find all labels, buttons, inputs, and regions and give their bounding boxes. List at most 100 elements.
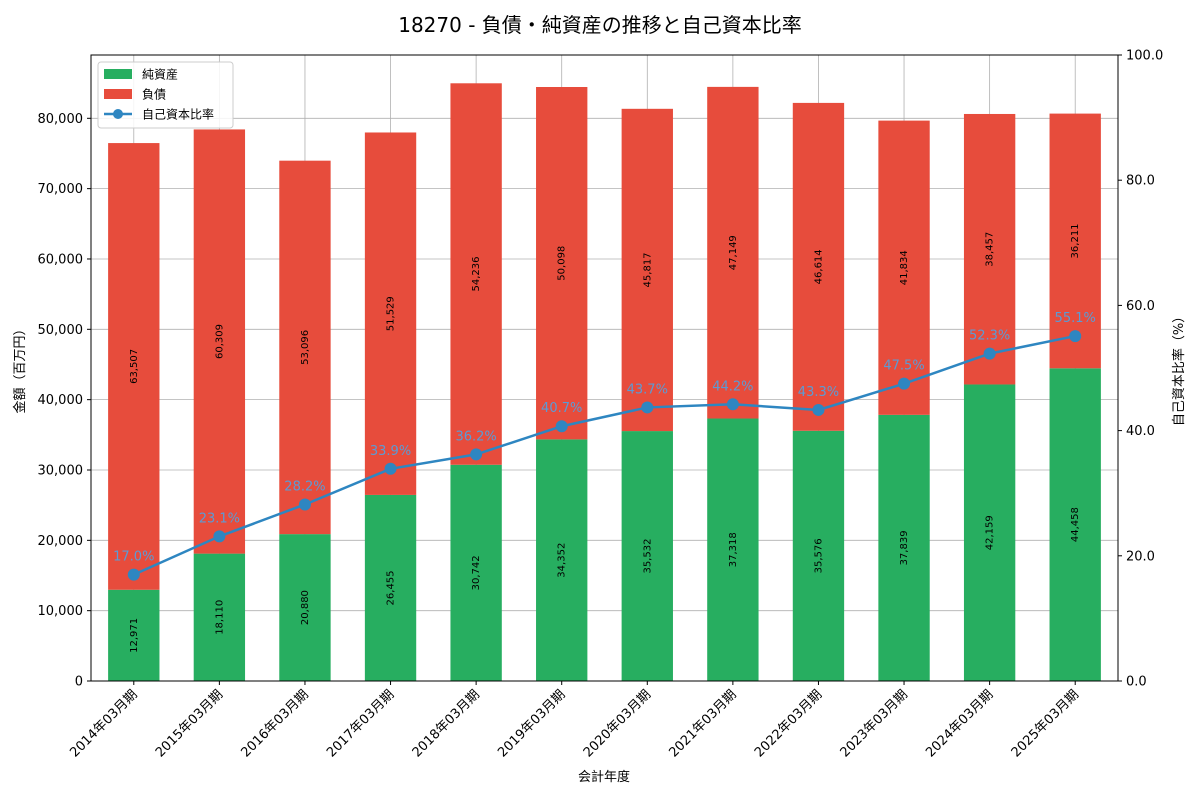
x-tick-label: 2021年03月期 [666,687,739,760]
equity-bar [1049,368,1101,681]
equity-ratio-label: 52.3% [969,329,1010,344]
y-tick-label: 10,000 [38,604,84,619]
equity-ratio-label: 17.0% [113,550,154,565]
equity-value-label: 30,742 [471,555,482,590]
x-tick-label: 2017年03月期 [324,687,397,760]
x-tick-label: 2022年03月期 [752,687,825,760]
equity-value-label: 26,455 [386,570,397,605]
liability-value-label: 41,834 [899,250,910,285]
equity-bar [878,414,930,681]
y-axis-title: 金額（百万円） [12,322,28,413]
equity-ratio-point [812,403,825,416]
equity-value-label: 37,839 [899,530,910,565]
y-tick-label: 0 [75,675,83,690]
equity-bar [450,464,502,681]
liability-bar [279,160,331,535]
liability-value-label: 54,236 [471,257,482,292]
equity-bar [108,589,160,681]
liability-bar [108,143,160,590]
equity-bar [193,553,246,681]
legend-swatch-liability [104,89,132,99]
equity-ratio-label: 40.7% [541,401,582,416]
equity-value-label: 37,318 [728,532,739,567]
y2-tick-label: 100.0 [1126,49,1163,64]
equity-bar [536,439,588,681]
bars-layer: 12,971 63,507 18,110 60,309 20,880 53,096 26,4… [108,83,1101,681]
x-tick-label: 2016年03月期 [239,687,312,760]
x-tick-label: 2024年03月期 [923,687,996,760]
equity-bar [792,430,845,681]
y2-tick-label: 0.0 [1126,675,1147,690]
legend-label-ratio: 自己資本比率 [142,107,214,122]
x-tick-label: 2019年03月期 [495,687,568,760]
equity-ratio-label: 23.1% [199,511,240,526]
equity-ratio-point [898,377,911,390]
equity-ratio-label: 33.9% [370,444,411,459]
x-tick-label: 2025年03月期 [1009,687,1082,760]
liability-bar [364,132,417,495]
liability-value-label: 46,614 [813,249,824,284]
equity-ratio-label: 43.7% [627,382,668,397]
liability-value-label: 36,211 [1070,223,1081,258]
liability-bar [450,83,502,465]
liability-bar [878,120,930,415]
x-axis-title: 会計年度 [578,769,630,785]
equity-ratio-point [641,401,654,414]
liability-bar [621,108,673,432]
equity-ratio-label: 36.2% [455,429,496,444]
equity-bar [621,431,673,681]
equity-value-label: 20,880 [300,590,311,625]
equity-ratio-point [1069,330,1082,343]
equity-value-label: 44,458 [1070,507,1081,542]
ratio-line-layer: 17.0% 23.1% 28.2% 33.9% 36.2% 40.7% 43.7% 44.2%… [113,311,1096,581]
equity-ratio-label: 44.2% [712,379,753,394]
equity-bar [963,384,1016,681]
y2-axis-title: 自己資本比率（%） [1171,310,1187,426]
y2-tick-label: 20.0 [1126,549,1155,564]
y-tick-label: 40,000 [38,393,84,408]
y-tick-label: 30,000 [38,463,84,478]
equity-ratio-point [555,420,568,433]
x-tick-label: 2023年03月期 [838,687,911,760]
liability-value-label: 53,096 [300,330,311,365]
equity-ratio-point [726,398,739,411]
equity-ratio-point [213,530,226,543]
liability-bar [707,86,759,419]
equity-ratio-line [133,334,1076,576]
equity-ratio-label: 43.3% [798,385,839,400]
equity-bar [707,418,759,681]
equity-ratio-point [470,448,483,461]
equity-value-label: 42,159 [985,515,996,550]
y2-tick-label: 80.0 [1126,174,1155,189]
chart-title: 18270 - 負債・純資産の推移と自己資本比率 [398,13,802,37]
liability-bar [963,113,1016,385]
equity-ratio-point [127,568,140,581]
x-tick-label: 2015年03月期 [153,687,226,760]
x-tick-label: 2014年03月期 [67,687,140,760]
equity-ratio-label: 28.2% [284,479,325,494]
liability-bar [1049,113,1101,369]
y-tick-label: 60,000 [38,252,84,267]
y-tick-label: 50,000 [38,323,84,338]
liability-value-label: 45,817 [642,252,653,287]
liability-bar [536,87,588,440]
equity-ratio-point [983,347,996,360]
equity-bar [279,534,331,681]
x-tick-label: 2018年03月期 [410,687,483,760]
legend-swatch-equity [104,69,132,79]
liability-bar [792,102,845,431]
liability-value-label: 63,507 [129,349,140,384]
y2-tick-label: 60.0 [1126,299,1155,314]
equity-ratio-point [298,498,311,511]
liability-value-label: 50,098 [557,246,568,281]
equity-value-label: 35,576 [813,538,824,573]
liability-value-label: 51,529 [386,296,397,331]
legend-swatch-ratio-marker [113,109,123,119]
liability-value-label: 38,457 [985,232,996,267]
equity-value-label: 12,971 [129,618,140,653]
y-tick-label: 20,000 [38,534,84,549]
x-tick-label: 2020年03月期 [581,687,654,760]
